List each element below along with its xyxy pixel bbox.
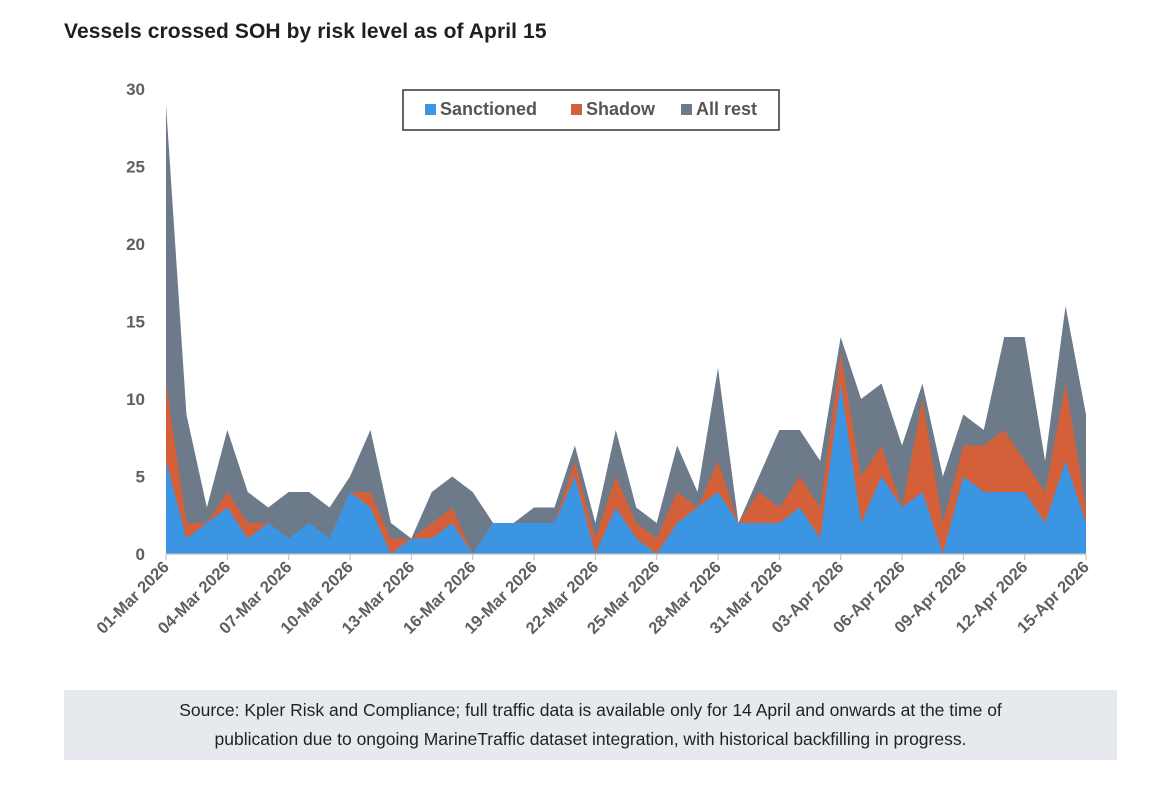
y-tick-label: 30 [126, 80, 145, 99]
chart-title: Vessels crossed SOH by risk level as of … [64, 20, 547, 43]
legend-swatch-sanctioned [425, 104, 436, 115]
legend-swatch-shadow [571, 104, 582, 115]
area-series-group [166, 104, 1086, 554]
y-axis: 0 5 10 15 20 25 30 [126, 80, 145, 564]
y-tick-label: 5 [136, 468, 145, 487]
source-line-1: Source: Kpler Risk and Compliance; full … [179, 700, 1002, 720]
source-line-2: publication due to ongoing MarineTraffic… [214, 729, 967, 749]
y-tick-label: 20 [126, 235, 145, 254]
legend: Sanctioned Shadow All rest [402, 89, 780, 131]
y-tick-label: 0 [136, 545, 145, 564]
source-note: Source: Kpler Risk and Compliance; full … [64, 690, 1117, 760]
legend-label-sanctioned: Sanctioned [440, 99, 537, 119]
area-sanctioned [166, 383, 1086, 554]
legend-label-all-rest: All rest [696, 99, 757, 119]
legend-label-shadow: Shadow [586, 99, 656, 119]
legend-swatch-all-rest [681, 104, 692, 115]
y-tick-label: 25 [126, 158, 145, 177]
area-all-rest [166, 104, 1086, 554]
legend-box [402, 89, 780, 131]
y-tick-label: 15 [126, 313, 145, 332]
y-tick-label: 10 [126, 390, 145, 409]
